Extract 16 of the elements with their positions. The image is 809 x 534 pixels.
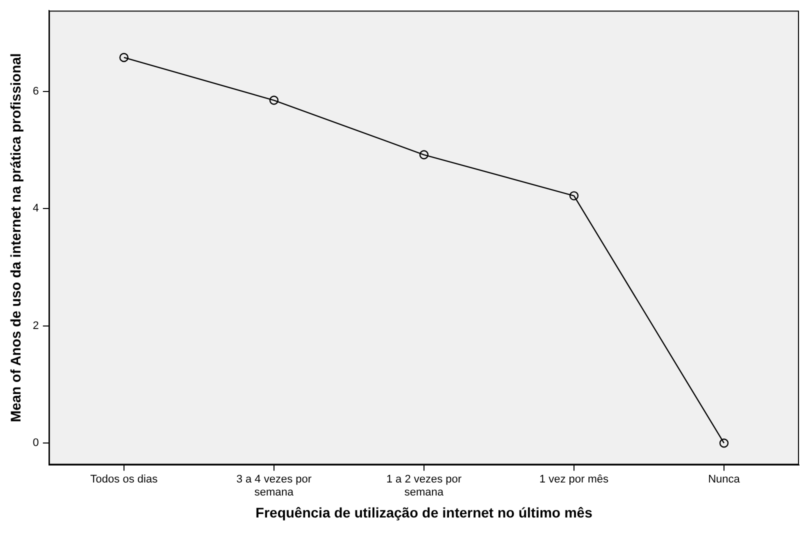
x-axis-title: Frequência de utilização de internet no último mês — [256, 504, 593, 520]
x-tick-label: 1 vez por mês — [539, 473, 610, 486]
y-axis-title: Mean of Anos de uso da internet na prática profissional — [7, 53, 24, 422]
x-tick-label: 1 a 2 vezes por semana — [386, 473, 462, 499]
point — [419, 150, 429, 160]
x-tick-label: Nunca — [708, 473, 741, 486]
point — [269, 96, 279, 105]
x-tick-label: 3 a 4 vezes por semana — [236, 473, 312, 499]
point — [569, 191, 579, 200]
y-tick-label: 6 — [32, 86, 39, 98]
x-tick-label: Todos os dias — [90, 473, 158, 486]
y-tick-label: 0 — [32, 437, 39, 450]
point — [119, 52, 129, 62]
point — [719, 438, 729, 448]
y-tick-label: 4 — [32, 202, 39, 215]
y-tick-label: 2 — [32, 320, 39, 332]
